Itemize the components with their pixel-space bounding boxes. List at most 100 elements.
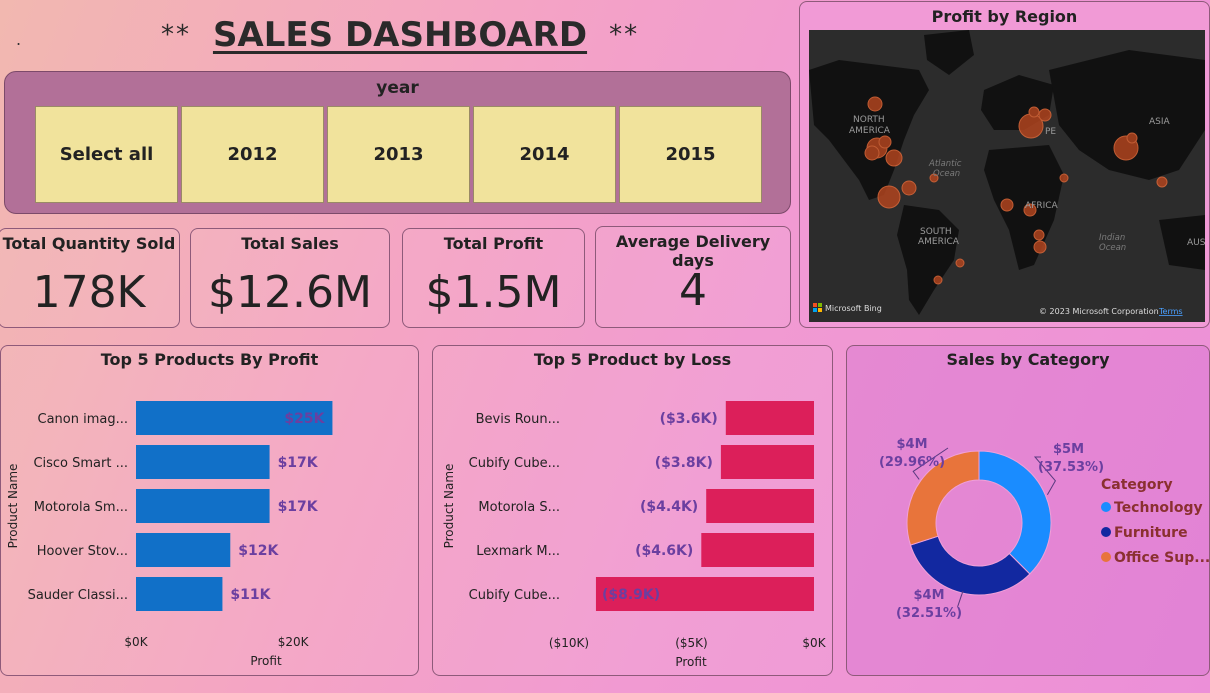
map-label: SOUTH (920, 227, 952, 237)
kpi-card-total-quantity: Total Quantity Sold 178K (0, 228, 180, 328)
map-label: AFRICA (1025, 201, 1059, 211)
data-label: $17K (278, 455, 319, 471)
y-axis-label: Product Name (442, 464, 456, 549)
profit-bubble (1000, 198, 1014, 212)
profit-bubble (955, 258, 965, 268)
kpi-label: Total Profit (443, 234, 544, 253)
year-option-select-all[interactable]: Select all (35, 106, 178, 203)
map-label: PE (1045, 127, 1056, 137)
donut-slice[interactable] (909, 535, 1031, 596)
top-profit-chart-card: Top 5 Products By Profit Canon imag... $2… (0, 345, 419, 676)
kpi-card-total-sales: Total Sales $12.6M (190, 228, 390, 328)
europe-shape (981, 75, 1054, 130)
map-label: AMERICA (918, 237, 960, 247)
legend-title: Category (1101, 477, 1173, 493)
profit-bubble (885, 149, 903, 167)
value-label: $4M (913, 588, 944, 603)
data-label: $11K (230, 587, 271, 603)
bar[interactable] (136, 577, 223, 611)
percent-label: (32.51%) (896, 606, 962, 621)
percent-label: (29.96%) (879, 455, 945, 470)
data-label: $25K (284, 411, 325, 427)
profit-bubble (1033, 229, 1045, 241)
map-terms-link[interactable]: Terms (1158, 307, 1183, 316)
profit-bubble (933, 275, 943, 285)
legend-marker (1101, 552, 1111, 562)
percent-label: (37.53%) (1038, 460, 1104, 475)
category-label: Motorola Sm... (34, 500, 128, 515)
bar[interactable] (136, 533, 231, 567)
year-option-2012[interactable]: 2012 (181, 106, 324, 203)
legend-item[interactable]: Technology (1114, 500, 1203, 516)
data-label: ($4.6K) (635, 543, 693, 559)
kpi-label: Total Quantity Sold (2, 234, 176, 253)
legend-marker (1101, 502, 1111, 512)
bar[interactable] (136, 445, 270, 479)
north-america-shape (809, 60, 929, 200)
year-slicer-title: year (376, 78, 419, 98)
top-profit-chart: Canon imag... $25K Cisco Smart ... $17K Moto… (6, 401, 333, 668)
dashboard-title: SALES DASHBOARD (212, 15, 588, 55)
year-option-2013[interactable]: 2013 (327, 106, 470, 203)
world-map[interactable]: NORTH AMERICA SOUTH AMERICA PE ASIA AFRI… (809, 30, 1205, 322)
data-label: $17K (278, 499, 319, 515)
profit-bubble (1038, 108, 1052, 122)
kpi-value: $12.6M (208, 267, 372, 318)
chart-title: Top 5 Product by Loss (533, 350, 732, 369)
x-tick-label: $0K (802, 636, 826, 650)
title-stars-left: ** (160, 20, 191, 50)
bar[interactable] (725, 401, 814, 435)
donut-slice[interactable] (978, 450, 1052, 575)
bar[interactable] (595, 577, 814, 611)
x-tick-label: ($10K) (549, 636, 589, 650)
ocean-labels: Atlantic Ocean Indian Ocean (928, 159, 1126, 253)
profit-bubble (878, 135, 892, 149)
leader-line (912, 447, 949, 480)
year-option-2015[interactable]: 2015 (619, 106, 762, 203)
category-label: Cubify Cube... (469, 588, 560, 603)
top-loss-chart: Bevis Roun... ($3.6K) Cubify Cube... ($3.8K… (442, 401, 827, 669)
bar[interactable] (136, 489, 270, 523)
donut-slice[interactable] (906, 450, 980, 546)
map-copyright: © 2023 Microsoft Corporation (1039, 307, 1159, 316)
x-axis-label: Profit (250, 654, 282, 668)
kpi-card-total-profit: Total Profit $1.5M (402, 228, 585, 328)
map-labels: NORTH AMERICA SOUTH AMERICA PE ASIA AFRI… (849, 115, 1205, 248)
legend-item[interactable]: Office Sup... (1114, 550, 1209, 566)
bar[interactable] (706, 489, 814, 523)
kpi-value: 178K (32, 267, 146, 318)
profit-bubble (867, 96, 883, 112)
title-stars-right: ** (609, 20, 640, 50)
data-label: ($4.4K) (640, 499, 698, 515)
x-tick-label: $20K (278, 635, 310, 649)
kpi-label: Total Sales (241, 234, 339, 253)
map-label: Ocean (933, 169, 960, 179)
year-slicer: year Select all 2012 2013 2014 2015 (4, 71, 791, 214)
header-dot: . (16, 30, 22, 49)
profit-bubble (1059, 173, 1069, 183)
world-map-svg: NORTH AMERICA SOUTH AMERICA PE ASIA AFRI… (809, 30, 1205, 316)
x-axis-label: Profit (675, 655, 707, 669)
bar[interactable] (701, 533, 814, 567)
profit-bubbles (864, 96, 1168, 285)
leader-line (957, 590, 964, 608)
greenland-shape (924, 30, 974, 75)
chart-title: Sales by Category (946, 350, 1110, 369)
bar[interactable] (720, 445, 814, 479)
australia-shape (1159, 215, 1205, 270)
profit-bubble (929, 173, 939, 183)
year-option-2014[interactable]: 2014 (473, 106, 616, 203)
profit-bubble (1023, 203, 1037, 217)
page-title: ** SALES DASHBOARD ** (140, 10, 660, 60)
bar[interactable] (136, 401, 333, 435)
category-label: Canon imag... (38, 412, 129, 427)
legend-item[interactable]: Furniture (1114, 525, 1188, 541)
profit-bubble (1028, 106, 1040, 118)
profit-bubble (877, 185, 901, 209)
profit-bubble (901, 180, 917, 196)
legend-marker (1101, 527, 1111, 537)
profit-bubble (864, 145, 880, 161)
value-label: $5M (1053, 442, 1084, 457)
kpi-value: $1.5M (425, 267, 562, 318)
map-label: AUSTR (1187, 238, 1205, 248)
